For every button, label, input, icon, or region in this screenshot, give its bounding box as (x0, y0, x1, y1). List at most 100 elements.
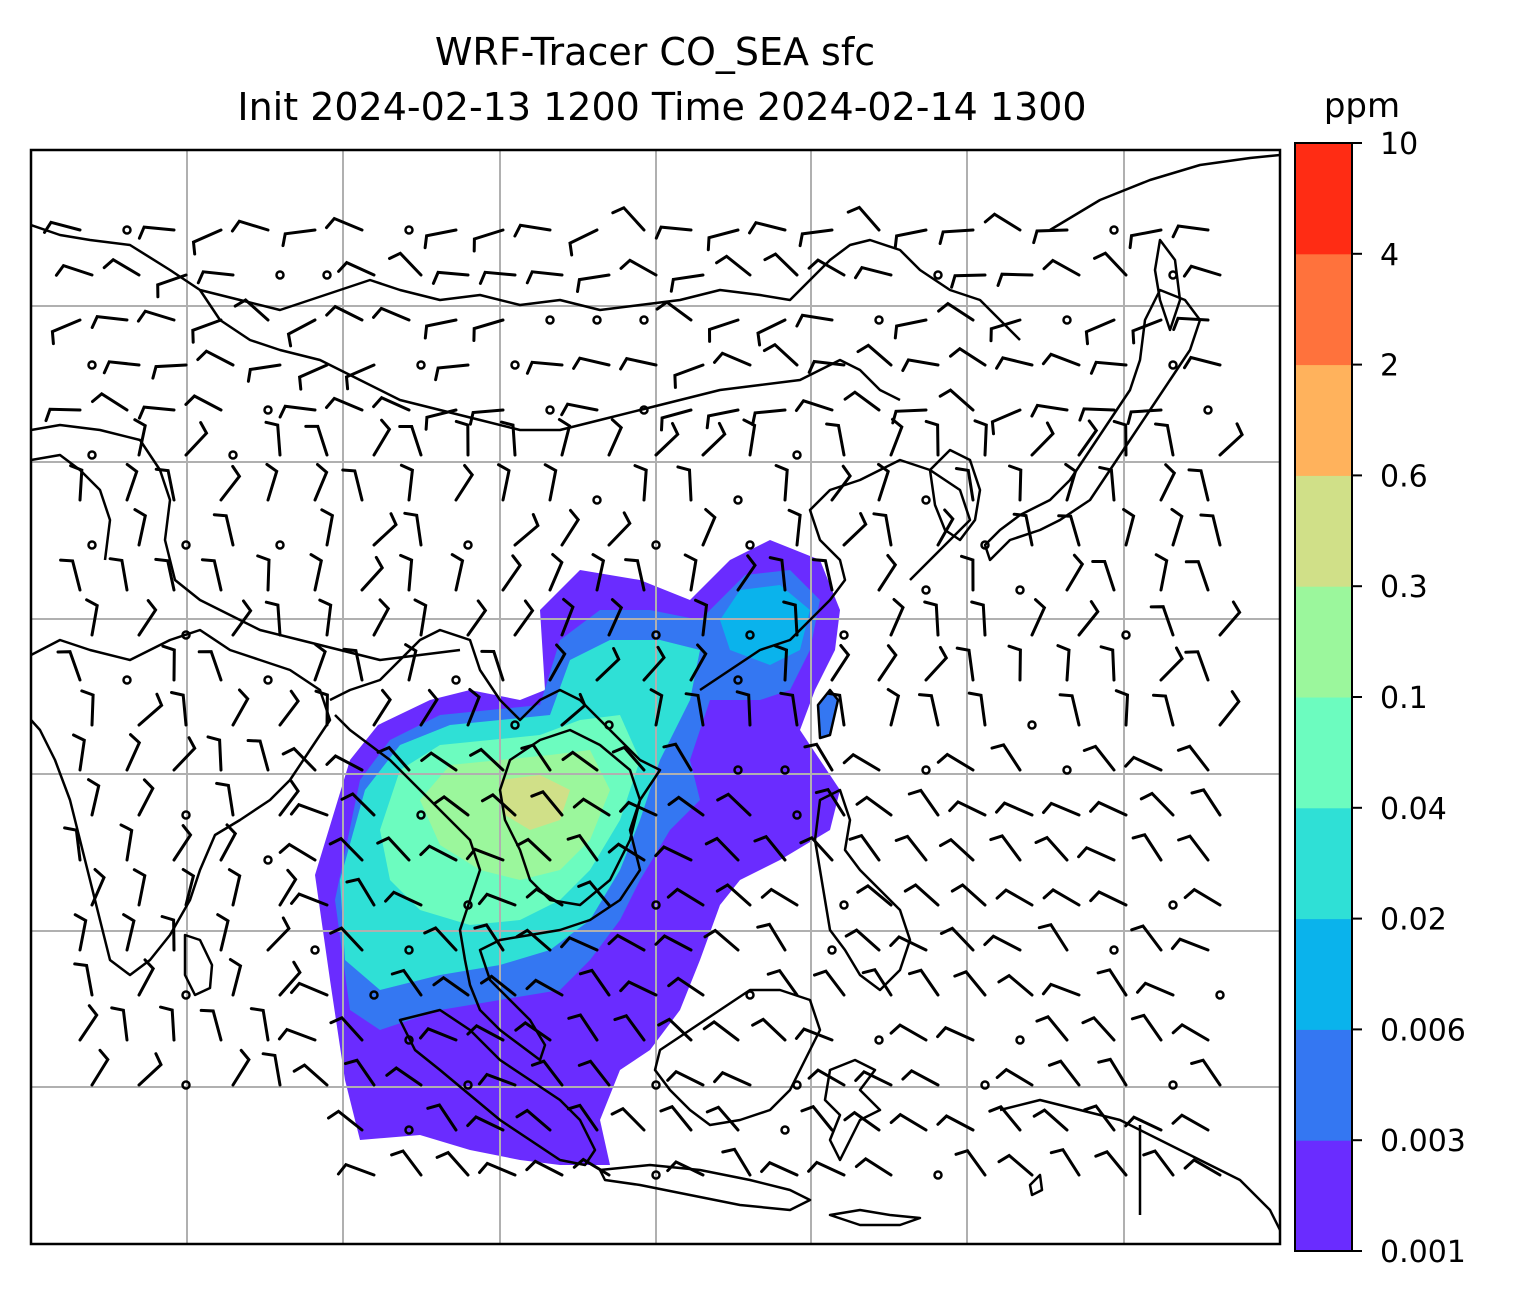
wind-barb (404, 643, 418, 682)
calm-wind-marker (651, 540, 661, 550)
colorbar-swatch (1295, 1029, 1352, 1141)
wind-barb (191, 318, 223, 344)
wind-barb (1058, 693, 1081, 727)
wind-barb (172, 736, 197, 772)
calm-wind-marker (780, 765, 790, 775)
wind-barb (795, 313, 834, 328)
wind-barb (854, 265, 893, 280)
wind-barb (560, 692, 587, 727)
wind-barb (423, 926, 458, 952)
wind-barb (399, 553, 414, 592)
wind-barb (480, 974, 517, 997)
wind-barb (1218, 690, 1241, 727)
wind-barb (151, 363, 188, 380)
wind-barb (557, 418, 572, 457)
wind-barb (90, 314, 129, 329)
wind-barb (212, 513, 235, 547)
wind-barb (721, 1147, 752, 1177)
wind-barb (132, 868, 147, 907)
wind-barb (676, 465, 693, 502)
wind-barb (1030, 598, 1047, 637)
wind-barb (684, 692, 705, 727)
wind-barb (560, 508, 581, 547)
wind-barb (901, 1068, 940, 1087)
wind-barb (154, 467, 176, 502)
wind-barb (230, 219, 270, 233)
wind-barb (286, 318, 317, 348)
calm-wind-marker (275, 540, 285, 550)
wind-barb (384, 890, 423, 907)
wind-barb (1128, 228, 1163, 250)
wind-barb (372, 395, 411, 412)
colorbar: ppm 0.001 0.003 0.006 0.02 0.04 0.1 0.3 0.6 2 4 10 (1294, 86, 1466, 1270)
wind-barb (197, 650, 223, 682)
wind-barb (246, 739, 270, 772)
wind-barb (1184, 650, 1210, 682)
wind-barb (44, 407, 82, 423)
wind-barb (90, 1048, 110, 1087)
wind-barb (1049, 1147, 1081, 1177)
calm-wind-marker (181, 1080, 191, 1090)
wind-barb (611, 745, 646, 772)
wind-barb (936, 508, 955, 547)
wind-barb (577, 880, 611, 907)
wind-barb (938, 388, 975, 412)
map-panel (29, 148, 1282, 1246)
wind-barb (261, 1052, 282, 1087)
wind-barb (320, 508, 335, 547)
wind-barb (454, 419, 470, 457)
wind-barb (578, 968, 611, 997)
wind-barb (399, 463, 415, 502)
wind-barb (199, 1008, 223, 1042)
wind-barb (654, 845, 693, 862)
calm-wind-marker (545, 405, 555, 415)
wind-barb (278, 960, 302, 997)
wind-barb (798, 228, 834, 248)
wind-barb (200, 558, 223, 592)
wind-barb (560, 935, 599, 952)
wind-barb (1177, 834, 1210, 862)
wind-barb (398, 425, 423, 457)
wind-barb (1170, 937, 1210, 952)
wind-barb (576, 273, 611, 293)
wind-barb (1081, 1015, 1116, 1042)
wind-barb (655, 300, 693, 322)
wind-barb (1126, 408, 1163, 425)
wind-barb (215, 781, 235, 817)
wind-barb (342, 647, 364, 682)
title-line-1: WRF-Tracer CO_SEA sfc (435, 30, 875, 74)
wind-barb (423, 318, 458, 340)
wind-barb (704, 836, 740, 862)
wind-barb (172, 824, 193, 862)
calm-wind-marker (921, 585, 931, 595)
calm-wind-marker (651, 900, 661, 910)
wind-barb (989, 318, 1022, 343)
wind-barb (1041, 352, 1081, 367)
calm-wind-marker (463, 540, 473, 550)
wind-barb (1190, 788, 1222, 817)
wind-barb (434, 363, 470, 382)
wind-barb (227, 868, 242, 907)
calm-wind-marker (275, 270, 285, 280)
wind-barb (705, 408, 740, 430)
wind-barb (989, 834, 1022, 862)
calm-wind-marker (792, 1080, 802, 1090)
wind-barb (265, 462, 279, 502)
calm-wind-marker (369, 990, 379, 1000)
wind-barb (478, 270, 517, 285)
wind-barb (292, 1063, 329, 1087)
calm-wind-marker (1215, 990, 1225, 1000)
wind-barb (903, 883, 940, 907)
colorbar-swatch (1295, 143, 1352, 255)
wind-barb (423, 228, 458, 250)
wind-barb (1037, 922, 1069, 952)
wind-barb (278, 779, 300, 817)
wind-barb (133, 418, 147, 457)
wind-barb (184, 421, 209, 457)
wind-barb (889, 417, 904, 457)
wind-barb (122, 913, 136, 952)
wind-barb (419, 688, 439, 727)
wind-barb (1124, 1115, 1163, 1132)
colorbar-tick-label: 0.02 (1380, 903, 1447, 938)
